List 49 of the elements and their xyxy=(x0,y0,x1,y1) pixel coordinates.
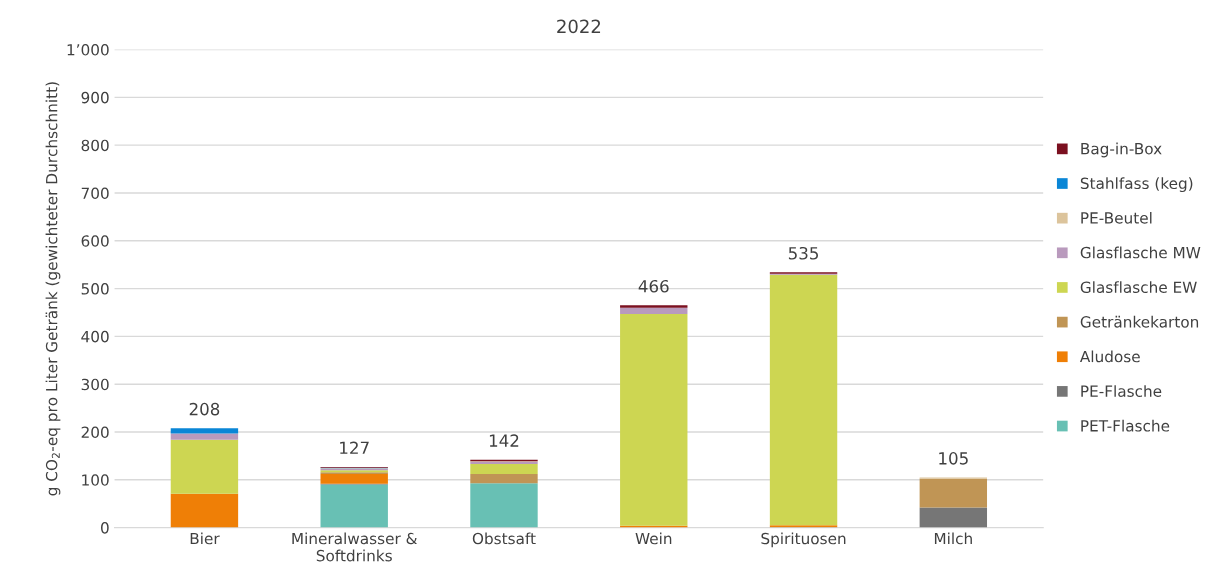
total-label: 142 xyxy=(489,434,519,447)
bar xyxy=(620,313,688,526)
bar xyxy=(170,439,239,494)
y-tick-label: 900 xyxy=(81,91,109,104)
y-tick-label: 200 xyxy=(81,426,109,439)
bar xyxy=(320,484,388,528)
legend-label: Glasflasche EW xyxy=(1080,281,1197,294)
bar xyxy=(320,474,388,484)
legend-label: PE-Beutel xyxy=(1081,211,1152,224)
bar xyxy=(170,428,239,434)
bar xyxy=(620,307,688,314)
bar xyxy=(919,478,988,508)
bar xyxy=(470,474,538,484)
x-tick-label: Wein xyxy=(635,532,672,545)
total-label: 127 xyxy=(340,441,369,454)
legend-label: Stahlfass (keg) xyxy=(1080,177,1193,193)
legend-label: PET-Flasche xyxy=(1081,419,1170,432)
y-axis-title: g CO$_{2}$-eq pro Liter Getränk (gewichteter Durchschnitt) xyxy=(45,82,61,496)
total-label: 105 xyxy=(939,452,968,465)
x-tick-label: Milch xyxy=(934,532,972,545)
bar xyxy=(769,274,838,526)
total-label: 466 xyxy=(638,279,669,293)
x-tick-label: Bier xyxy=(190,532,220,545)
y-tick-label: 1’000 xyxy=(67,44,109,56)
y-tick-label: 700 xyxy=(81,187,109,199)
y-tick-label: 400 xyxy=(81,330,109,343)
bar xyxy=(470,464,538,475)
legend-label: Aludose xyxy=(1079,350,1140,363)
bar xyxy=(170,493,239,528)
x-tick-label: Spirituosen xyxy=(761,532,846,548)
x-tick-label: Mineralwasser & Softdrinks xyxy=(292,532,418,562)
total-label: 535 xyxy=(788,246,818,260)
total-label: 208 xyxy=(189,402,220,416)
bar xyxy=(919,507,988,528)
legend-label: Bag-in-Box xyxy=(1081,142,1162,158)
y-tick-label: 100 xyxy=(82,474,109,486)
bar xyxy=(470,483,538,528)
legend-label: Glasflasche MW xyxy=(1080,246,1201,259)
y-tick-label: 600 xyxy=(81,235,109,247)
y-tick-label: 500 xyxy=(81,283,109,295)
y-tick-label: 300 xyxy=(81,378,109,391)
legend-label: Getränkekarton xyxy=(1080,315,1199,328)
y-tick-label: 800 xyxy=(81,139,109,152)
chart-title: 2022 xyxy=(557,19,601,34)
x-tick-label: Obstsaft xyxy=(472,532,536,545)
bar xyxy=(620,305,688,308)
bar xyxy=(170,433,239,440)
legend-label: PE-Flasche xyxy=(1081,385,1162,397)
y-tick-label: 0 xyxy=(101,522,109,534)
